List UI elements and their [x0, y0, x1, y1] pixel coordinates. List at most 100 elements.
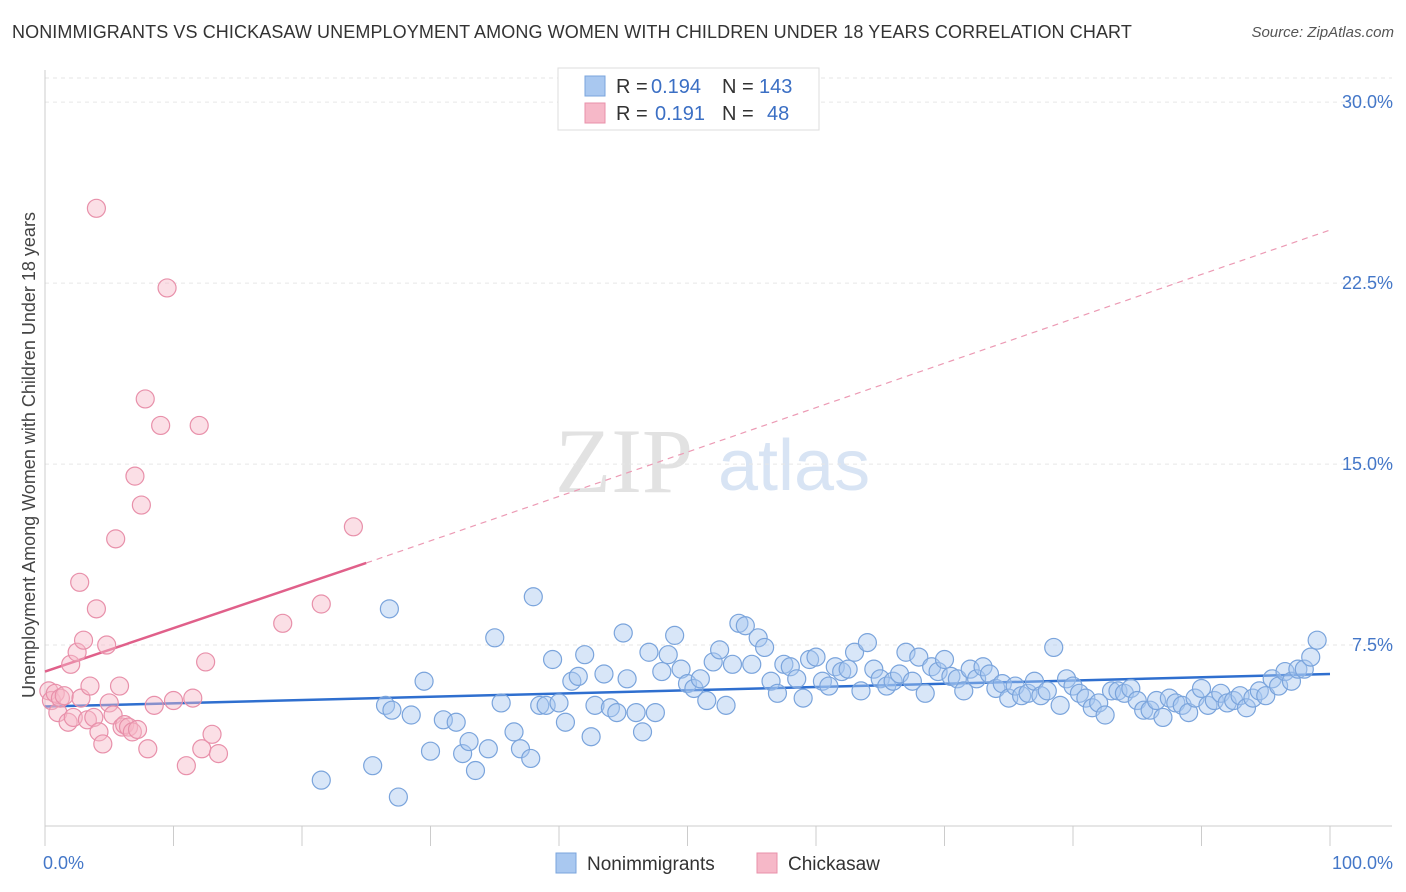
nonimmigrants-point [626, 702, 646, 723]
nonimmigrants-point [883, 671, 903, 691]
nonimmigrants-point [1056, 669, 1077, 689]
chickasaw-point [97, 635, 117, 655]
nonimmigrants-point [896, 642, 916, 662]
nonimmigrants-point [1076, 688, 1096, 708]
chickasaw-point [125, 466, 145, 486]
nonimmigrants-point [465, 760, 486, 781]
y-axis-title: Unemployment Among Women with Children U… [19, 212, 39, 698]
axes [44, 70, 1392, 846]
y-tick-label: 7.5% [1352, 635, 1393, 655]
nonimmigrants-point [947, 669, 967, 689]
nonimmigrants-point [967, 669, 987, 689]
chickasaw-point [67, 642, 87, 662]
x-tick-label: 100.0% [1332, 853, 1393, 873]
nonimmigrants-point [722, 654, 743, 674]
chickasaw-point [93, 734, 113, 754]
chickasaw-point [135, 389, 155, 409]
nonimmigrants-point [414, 671, 434, 691]
nonimmigrants-point [1095, 705, 1115, 725]
y-tick-label: 30.0% [1342, 92, 1393, 112]
nonimmigrants-point [915, 683, 935, 703]
legend-n-label-1: N = [722, 76, 754, 98]
nonimmigrants-point [459, 731, 479, 752]
chickasaw-point [131, 495, 151, 515]
nonimmigrants-point [1037, 681, 1057, 701]
nonimmigrants-point [504, 722, 524, 742]
chickasaw-point [86, 198, 107, 218]
y-tick-label: 15.0% [1342, 454, 1393, 474]
nonimmigrants-point [555, 712, 576, 732]
nonimmigrants-point [838, 659, 858, 679]
nonimmigrants-point [420, 741, 441, 761]
watermark-zip: ZIP [555, 410, 693, 512]
chickasaw-point [176, 756, 196, 776]
nonimmigrants-point [1236, 698, 1257, 718]
nonimmigrants-point [1288, 659, 1308, 679]
chickasaw-point [311, 594, 331, 614]
nonimmigrants-point [697, 690, 717, 711]
nonimmigrants-point [1191, 678, 1212, 699]
nonimmigrants-point [382, 700, 402, 720]
chickasaw-point [112, 717, 132, 737]
bottom-legend-label-nonimmigrants: Nonimmigrants [587, 854, 715, 875]
nonimmigrants-point [401, 705, 421, 725]
nonimmigrants-point [388, 787, 408, 807]
nonimmigrants-point [973, 657, 993, 677]
chickasaw-point [343, 517, 363, 537]
nonimmigrants-point [748, 628, 768, 648]
chickasaw-point [157, 278, 177, 298]
legend-r-value-2: 0.191 [655, 103, 705, 125]
nonimmigrants-point [652, 661, 672, 682]
chickasaw-point [208, 744, 229, 764]
nonimmigrants-point [632, 722, 653, 742]
nonimmigrants-point [521, 748, 541, 769]
nonimmigrants-point [478, 739, 498, 759]
nonimmigrants-point [510, 739, 531, 759]
nonimmigrants-point [585, 695, 605, 715]
nonimmigrants-point [491, 693, 511, 713]
chickasaw-point [106, 529, 126, 549]
watermark-atlas: atlas [718, 426, 870, 506]
bottom-legend-swatch-nonimmigrants [555, 852, 577, 874]
chickasaw-point [122, 722, 142, 742]
nonimmigrants-point [549, 693, 569, 713]
nonimmigrants-point [658, 645, 678, 665]
nonimmigrants-point [665, 625, 685, 645]
nonimmigrants-point [1063, 676, 1083, 696]
nonimmigrants-point [379, 599, 399, 619]
nonimmigrants-point [710, 640, 730, 660]
nonimmigrants-point [453, 744, 473, 764]
nonimmigrants-point [754, 637, 775, 658]
chickasaw-point [54, 686, 74, 706]
nonimmigrants-point [767, 683, 788, 703]
y-tick-label: 22.5% [1342, 273, 1393, 293]
nonimmigrants-point [761, 671, 781, 691]
source-credit: Source: ZipAtlas.com [1251, 24, 1394, 41]
nonimmigrants-point [793, 688, 813, 708]
chart-title: NONIMMIGRANTS VS CHICKASAW UNEMPLOYMENT … [12, 22, 1132, 42]
legend: R = 0.194 N = 143 R = 0.191 N = 48 [557, 67, 820, 131]
legend-r-label-1: R = [616, 76, 648, 98]
nonimmigrants-point [716, 695, 736, 715]
nonimmigrants-point [806, 647, 826, 667]
nonimmigrants-point [530, 695, 550, 715]
chickasaw-point [189, 415, 209, 436]
bottom-legend-swatch-chickasaw [756, 852, 778, 874]
legend-r-label-2: R = [616, 103, 648, 125]
chickasaw-point [84, 707, 104, 728]
nonimmigrants-point [446, 712, 466, 732]
nonimmigrants-point [613, 623, 633, 643]
nonimmigrants-point [909, 647, 929, 667]
nonimmigrants-point [311, 770, 331, 790]
chickasaw-point [86, 599, 107, 619]
nonimmigrants-point [542, 649, 563, 670]
nonimmigrants-point [864, 659, 884, 679]
chickasaw-trend-line [44, 561, 367, 673]
nonimmigrants-point [594, 664, 614, 684]
grid-lines [45, 77, 1392, 646]
nonimmigrants-point [934, 649, 955, 670]
nonimmigrants-point [684, 678, 704, 699]
legend-r-value-1: 0.194 [651, 76, 701, 98]
nonimmigrants-point [363, 756, 383, 776]
nonimmigrants-point [844, 642, 865, 662]
